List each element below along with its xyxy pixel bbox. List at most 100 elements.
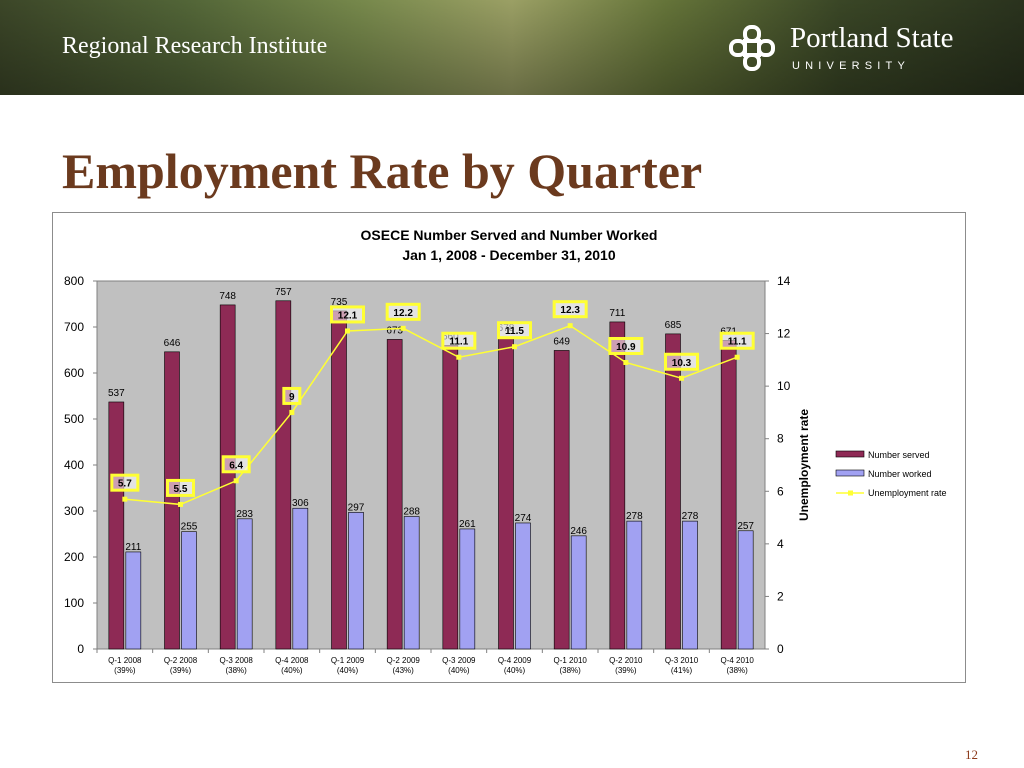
unemployment-rate-point: [512, 344, 517, 350]
category-label: Q-3 2010: [665, 656, 699, 665]
bar-number-served: [219, 304, 236, 650]
legend-label-served: Number served: [868, 450, 930, 460]
right-tick-label: 2: [777, 589, 784, 603]
category-sublabel: (40%): [504, 666, 526, 675]
rate-data-label: 11.1: [728, 337, 747, 348]
worked-data-label: 274: [515, 513, 532, 524]
category-label: Q-4 2010: [720, 656, 754, 665]
rate-data-label: 5.5: [174, 484, 188, 495]
unemployment-rate-point: [456, 354, 462, 360]
right-tick-label: 10: [777, 379, 791, 393]
category-label: Q-1 2008: [108, 656, 142, 665]
served-data-label: 646: [164, 338, 181, 349]
category-sublabel: (40%): [448, 666, 470, 675]
category-label: Q-4 2009: [498, 656, 532, 665]
category-sublabel: (39%): [114, 666, 136, 675]
worked-data-label: 278: [626, 511, 643, 522]
rate-label-box: [441, 331, 477, 350]
worked-data-label: 278: [682, 511, 699, 522]
bar-number-worked: [570, 535, 587, 650]
legend-swatch-worked: [835, 469, 865, 477]
university-subtitle: UNIVERSITY: [792, 60, 911, 72]
bar-number-served: [164, 351, 180, 650]
unemployment-rate-line: [124, 324, 738, 506]
worked-data-label: 246: [570, 526, 587, 537]
left-tick-label: 700: [64, 320, 84, 334]
unemployment-rate-point: [567, 323, 573, 329]
worked-data-label: 261: [459, 519, 476, 530]
category-sublabel: (43%): [392, 666, 414, 675]
rate-data-label: 11.1: [449, 337, 468, 348]
bar-number-worked: [292, 507, 309, 650]
left-tick-label: 300: [64, 504, 84, 518]
rate-label-box: [110, 473, 140, 492]
bar-number-worked: [348, 512, 364, 650]
category-sublabel: (40%): [337, 666, 359, 675]
right-axis-label: Unemployment rate: [797, 409, 811, 521]
served-data-label: 757: [275, 287, 292, 298]
unemployment-rate-point: [178, 501, 183, 507]
rate-data-label: 6.4: [229, 460, 243, 471]
slide-number: 12: [965, 747, 978, 762]
chart-subtitle: Jan 1, 2008 - December 31, 2010: [402, 247, 615, 263]
rate-data-label: 12.2: [393, 308, 413, 319]
rate-label-box: [166, 478, 195, 497]
rate-label-box: [282, 386, 302, 405]
category-sublabel: (38%): [726, 666, 748, 675]
bar-number-worked: [236, 518, 253, 650]
legend-label-worked: Number worked: [868, 469, 932, 479]
page-title: Employment Rate by Quarter: [62, 143, 703, 199]
served-data-label: 673: [386, 325, 403, 336]
institute-name: Regional Research Institute: [62, 33, 328, 59]
legend-swatch-served: [835, 450, 865, 458]
served-data-label: 537: [108, 388, 125, 399]
bar-number-served: [498, 336, 514, 650]
rate-data-label: 12.3: [560, 305, 580, 316]
bar-number-worked: [737, 530, 754, 650]
rate-label-box: [330, 305, 365, 324]
unemployment-rate-point: [679, 375, 684, 381]
right-tick-label: 14: [777, 274, 791, 288]
bar-number-worked: [181, 531, 197, 650]
legend-marker-rate: [848, 490, 853, 496]
category-label: Q-3 2009: [442, 656, 476, 665]
worked-data-label: 288: [403, 507, 420, 518]
left-tick-label: 600: [64, 366, 84, 380]
category-sublabel: (38%): [225, 666, 247, 675]
worked-data-label: 283: [236, 509, 253, 520]
served-data-label: 649: [553, 336, 570, 347]
rate-label-box: [385, 302, 421, 321]
unemployment-rate-point: [400, 325, 406, 331]
chart-container: OSECE Number Served and Number Worked Jan…: [52, 212, 966, 683]
left-tick-label: 0: [77, 642, 84, 656]
served-data-label: 685: [665, 320, 682, 331]
worked-data-label: 211: [125, 542, 141, 553]
rate-data-label: 10.9: [616, 342, 636, 353]
header-banner: [0, 0, 1024, 95]
unemployment-rate-point: [122, 496, 128, 502]
rate-label-box: [221, 455, 251, 474]
right-tick-label: 4: [777, 537, 784, 551]
category-sublabel: (39%): [615, 666, 637, 675]
unemployment-rate-point: [233, 478, 239, 484]
rate-data-label: 9: [289, 392, 295, 403]
right-tick-label: 0: [777, 642, 784, 656]
bar-number-worked: [403, 516, 420, 650]
rate-label-box: [552, 300, 588, 319]
category-label: Q-4 2008: [275, 656, 309, 665]
university-logo: Portland State UNIVERSITY: [728, 22, 998, 76]
rate-data-label: 10.3: [672, 358, 692, 369]
bar-number-served: [275, 300, 292, 650]
category-sublabel: (41%): [671, 666, 693, 675]
rate-label-box: [497, 321, 532, 340]
rate-label-box: [608, 336, 644, 355]
right-tick-label: 6: [777, 484, 784, 498]
left-tick-label: 100: [64, 596, 84, 610]
worked-data-label: 306: [292, 498, 309, 509]
category-label: Q-2 2008: [164, 656, 198, 665]
served-data-label: 711: [609, 308, 625, 319]
bar-number-served: [108, 401, 125, 650]
bar-number-served: [386, 339, 403, 650]
category-label: Q-3 2008: [219, 656, 253, 665]
unemployment-rate-point: [289, 409, 295, 415]
